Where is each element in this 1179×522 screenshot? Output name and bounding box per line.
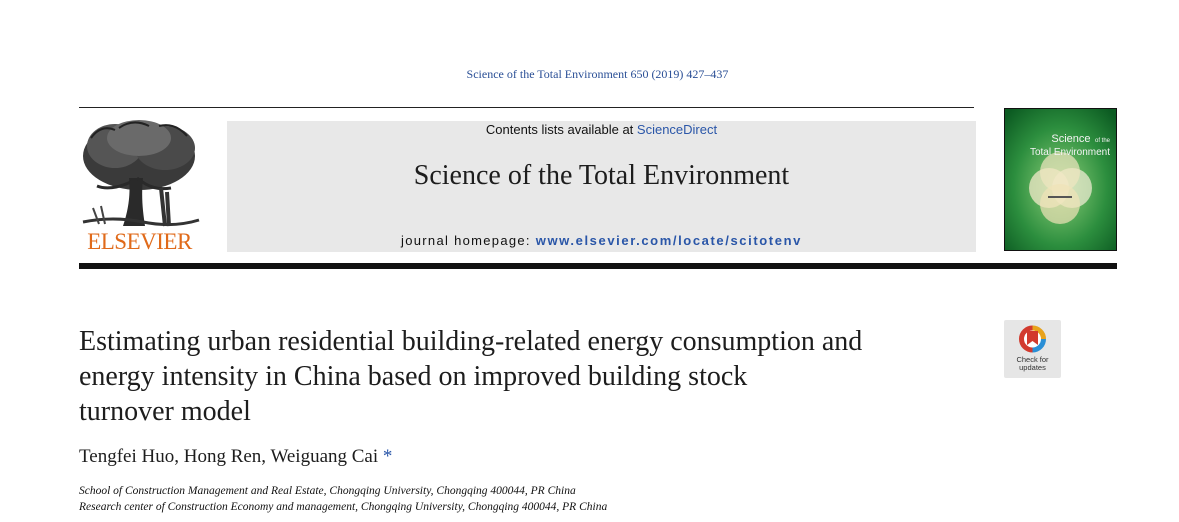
journal-cover-image[interactable]: Science of the Total Environment bbox=[1004, 108, 1117, 251]
homepage-line: journal homepage: www.elsevier.com/locat… bbox=[227, 233, 976, 248]
check-for-updates-button[interactable] bbox=[1004, 320, 1061, 378]
journal-banner bbox=[227, 121, 976, 252]
title-line: Estimating urban residential building-re… bbox=[79, 326, 863, 357]
tree-icon bbox=[79, 118, 200, 228]
top-divider bbox=[79, 107, 974, 108]
affiliation: School of Construction Management and Re… bbox=[79, 485, 576, 497]
title-line: turnover model bbox=[79, 396, 251, 427]
sciencedirect-link[interactable]: ScienceDirect bbox=[636, 122, 718, 137]
author-list: Tengfei Huo, Hong Ren, Weiguang Cai * bbox=[79, 446, 392, 468]
title-line: energy intensity in China based on impro… bbox=[79, 361, 748, 392]
header-thick-divider bbox=[79, 263, 1117, 269]
corresponding-author-mark[interactable]: * bbox=[382, 446, 393, 467]
elsevier-tree-logo bbox=[79, 118, 200, 251]
article-title: Estimating urban residential building-re… bbox=[79, 324, 979, 429]
check-updates-icon bbox=[1018, 325, 1046, 353]
homepage-link[interactable]: www.elsevier.com/locate/scitotenv bbox=[535, 233, 802, 248]
check-updates-label[interactable]: Check for updates bbox=[1016, 355, 1049, 372]
cover-artwork bbox=[1005, 109, 1116, 250]
affiliation: Research center of Construction Economy … bbox=[79, 501, 608, 513]
journal-citation[interactable]: Science of the Total Environment 650 (20… bbox=[466, 67, 729, 81]
contents-prefix: Contents lists available at bbox=[485, 122, 637, 137]
author-names: Tengfei Huo, Hong Ren, Weiguang Cai bbox=[79, 446, 379, 467]
contents-line: Contents lists available at ScienceDirec… bbox=[227, 122, 976, 137]
elsevier-wordmark: ELSEVIER bbox=[87, 229, 192, 254]
cover-title: Science of the Total Environment bbox=[1029, 133, 1110, 159]
homepage-prefix: journal homepage: bbox=[401, 233, 536, 248]
journal-title: Science of the Total Environment bbox=[413, 160, 790, 191]
